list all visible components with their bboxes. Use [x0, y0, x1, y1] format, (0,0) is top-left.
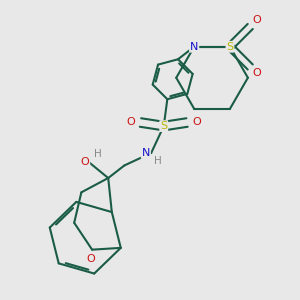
Text: O: O [126, 118, 135, 128]
Text: S: S [160, 121, 167, 131]
Text: O: O [193, 118, 201, 128]
Text: O: O [252, 68, 261, 78]
Text: N: N [190, 42, 198, 52]
Text: S: S [226, 42, 233, 52]
Text: O: O [86, 254, 95, 264]
Text: H: H [154, 156, 161, 166]
Text: H: H [94, 149, 101, 159]
Text: O: O [252, 15, 261, 25]
Text: N: N [142, 148, 150, 158]
Text: O: O [81, 157, 89, 167]
